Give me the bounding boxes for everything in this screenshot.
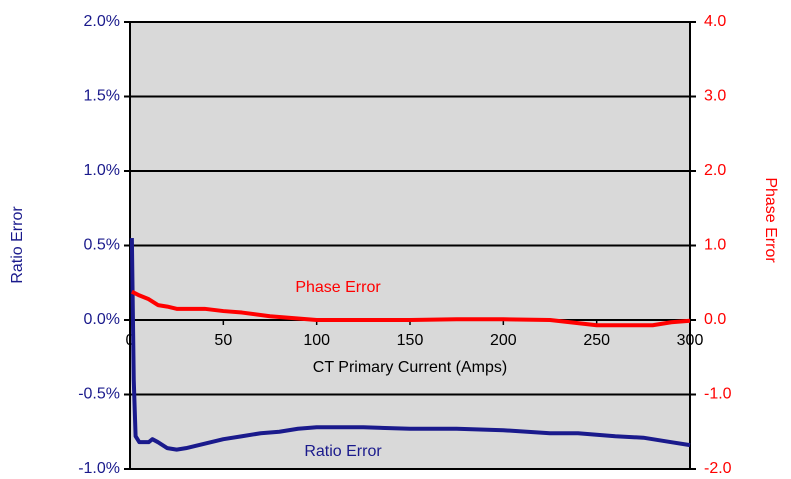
- y-tick-label: 2.0%: [84, 13, 120, 30]
- x-tick-label: 200: [490, 332, 517, 349]
- y-tick-label: 1.5%: [84, 88, 120, 105]
- y2-tick-label: 4.0: [704, 13, 726, 30]
- x-tick-label: 100: [303, 332, 330, 349]
- y2-tick-label: -2.0: [704, 460, 732, 477]
- y2-tick-label: -1.0: [704, 386, 732, 403]
- annotation: Ratio Error: [304, 443, 382, 460]
- x-tick-label: 0: [126, 332, 135, 349]
- y2-axis-label: Phase Error: [762, 177, 779, 263]
- y2-tick-label: 3.0: [704, 88, 726, 105]
- x-tick-label: 250: [583, 332, 610, 349]
- x-axis-label: CT Primary Current (Amps): [313, 359, 507, 376]
- annotation: Phase Error: [295, 279, 381, 296]
- x-tick-label: 300: [677, 332, 704, 349]
- y-tick-label: -1.0%: [78, 460, 120, 477]
- y-tick-label: 0.5%: [84, 237, 120, 254]
- y-tick-label: 1.0%: [84, 162, 120, 179]
- x-tick-label: 50: [214, 332, 232, 349]
- series-line: [130, 289, 691, 328]
- y2-tick-label: 0.0: [704, 311, 726, 328]
- y-tick-label: 0.0%: [84, 311, 120, 328]
- y-axis-label: Ratio Error: [9, 206, 26, 284]
- series-line: [129, 238, 691, 452]
- y2-tick-label: 1.0: [704, 237, 726, 254]
- y-tick-label: -0.5%: [78, 386, 120, 403]
- y2-tick-label: 2.0: [704, 162, 726, 179]
- x-tick-label: 150: [397, 332, 424, 349]
